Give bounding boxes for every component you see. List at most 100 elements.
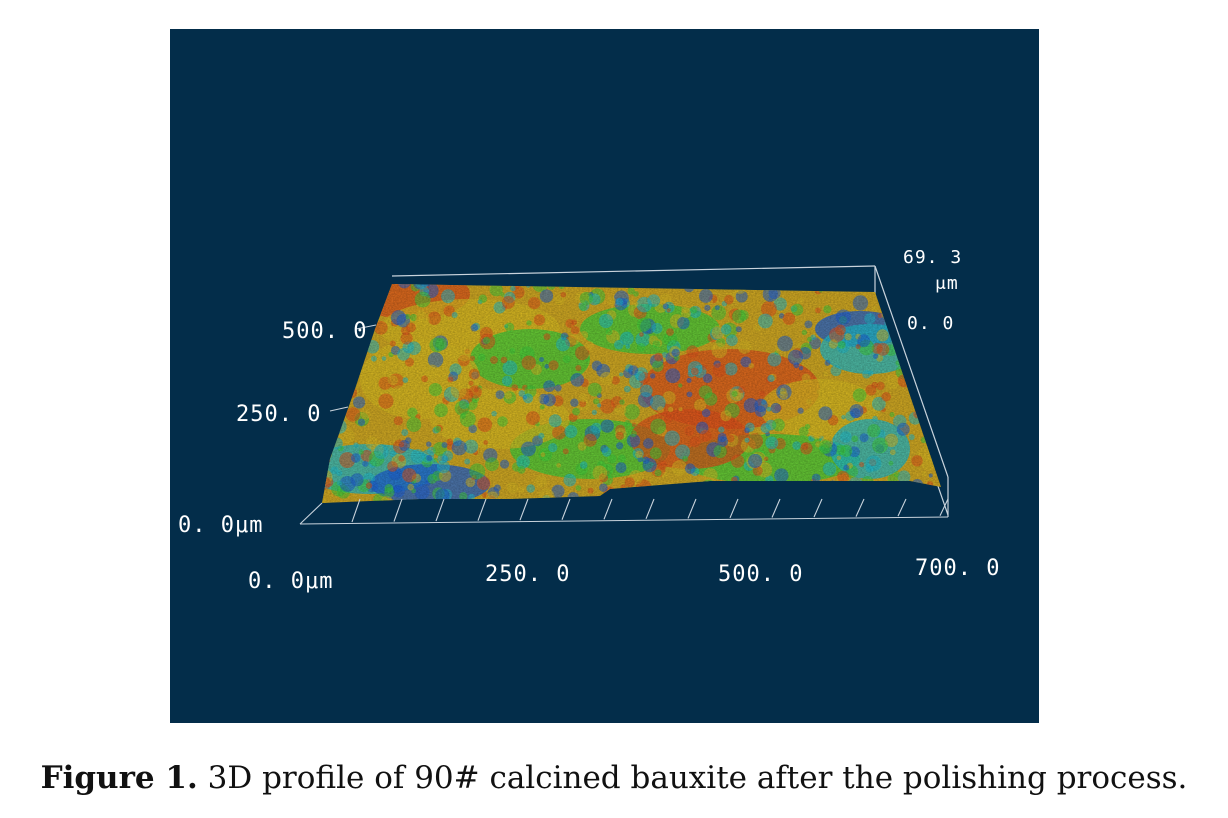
x-tick-700: 700. 0 (915, 556, 1001, 581)
height-speckle (657, 500, 670, 503)
height-map-surface (322, 276, 941, 514)
height-speckle (329, 382, 344, 397)
height-speckle (322, 391, 327, 399)
height-speckle (342, 284, 348, 287)
height-speckle (743, 492, 751, 501)
height-speckle (730, 279, 734, 283)
height-speckle (729, 492, 744, 503)
height-speckle (665, 284, 674, 289)
y-tick-250: 250. 0 (236, 402, 322, 427)
height-speckle (335, 371, 340, 377)
height-speckle (662, 487, 676, 501)
height-speckle (349, 277, 355, 283)
height-speckle (917, 349, 927, 359)
height-speckle (322, 348, 329, 355)
height-speckle (326, 344, 338, 356)
height-speckle (634, 496, 641, 503)
height-speckle (695, 492, 701, 499)
height-speckle (780, 491, 785, 496)
grid-tick (729, 498, 739, 519)
height-speckle (328, 293, 334, 299)
height-speckle (322, 345, 327, 358)
z-max-label: 69. 3 (903, 247, 963, 268)
height-speckle (632, 491, 648, 503)
height-speckle (917, 374, 934, 391)
height-speckle (665, 284, 681, 288)
height-speckle (924, 358, 931, 365)
height-speckle (347, 359, 358, 369)
grid-tick (855, 498, 865, 517)
z-min-label: 0. 0 (907, 313, 955, 334)
height-speckle (760, 490, 775, 503)
height-speckle (935, 383, 941, 388)
height-speckle (930, 352, 935, 357)
axis-grid (299, 324, 949, 525)
y-origin-label: 0. 0μm (178, 513, 264, 538)
height-speckle (761, 284, 767, 286)
height-speckle (578, 284, 590, 288)
grid-tick (813, 498, 823, 518)
height-speckle (912, 482, 921, 491)
height-speckle (933, 347, 941, 364)
height-speckle (938, 419, 941, 425)
height-speckle (503, 507, 507, 511)
height-speckle (422, 501, 433, 503)
height-speckle (330, 352, 342, 364)
height-speckle (926, 347, 933, 354)
caption-text: 3D profile of 90# calcined bauxite after… (197, 760, 1188, 796)
height-speckle (338, 399, 347, 408)
height-speckle (322, 386, 325, 396)
height-speckle (915, 276, 923, 284)
height-speckle (507, 499, 516, 503)
height-speckle (357, 288, 366, 297)
height-speckle (901, 291, 907, 296)
height-speckle (910, 341, 926, 357)
height-speckle (343, 367, 357, 380)
height-speckle (424, 503, 435, 514)
height-speckle (372, 295, 385, 308)
height-speckle (930, 357, 941, 370)
grid-tick (351, 498, 361, 523)
height-speckle (837, 503, 841, 507)
height-speckle (796, 284, 806, 290)
height-speckle (686, 501, 693, 503)
grid-tick (645, 498, 655, 520)
height-speckle (853, 284, 858, 289)
z-unit-label: μm (935, 273, 959, 294)
grid-tick (603, 498, 613, 520)
height-speckle (701, 479, 716, 494)
height-speckle (835, 498, 849, 503)
height-speckle (723, 506, 729, 512)
height-speckle (912, 284, 922, 289)
figure-label: Figure 1. (40, 760, 198, 796)
height-speckle (322, 445, 333, 462)
grid-tick (477, 498, 487, 521)
grid-tick (939, 498, 949, 516)
height-speckle (921, 298, 932, 309)
height-speckle (734, 284, 744, 285)
height-speckle (349, 504, 353, 508)
height-speckle (933, 393, 941, 403)
height-speckle (893, 284, 902, 290)
height-speckle (936, 369, 941, 385)
height-speckle (722, 492, 728, 498)
height-speckle (748, 491, 764, 503)
x-origin-label: 0. 0μm (248, 569, 334, 594)
height-speckle (889, 286, 904, 301)
height-speckle (324, 284, 334, 291)
height-speckle (332, 379, 341, 387)
height-speckle (903, 284, 913, 285)
height-speckle (335, 397, 348, 409)
height-speckle (431, 278, 435, 282)
grid-tick (771, 498, 781, 518)
height-speckle (935, 423, 941, 435)
height-speckle (628, 488, 640, 500)
grid-tick (897, 498, 907, 517)
height-speckle (535, 284, 543, 287)
height-speckle (616, 284, 626, 286)
height-speckle (931, 422, 941, 432)
height-speckle (929, 342, 936, 348)
height-speckle (327, 426, 339, 437)
height-speckle (695, 276, 701, 282)
height-speckle (659, 496, 670, 503)
